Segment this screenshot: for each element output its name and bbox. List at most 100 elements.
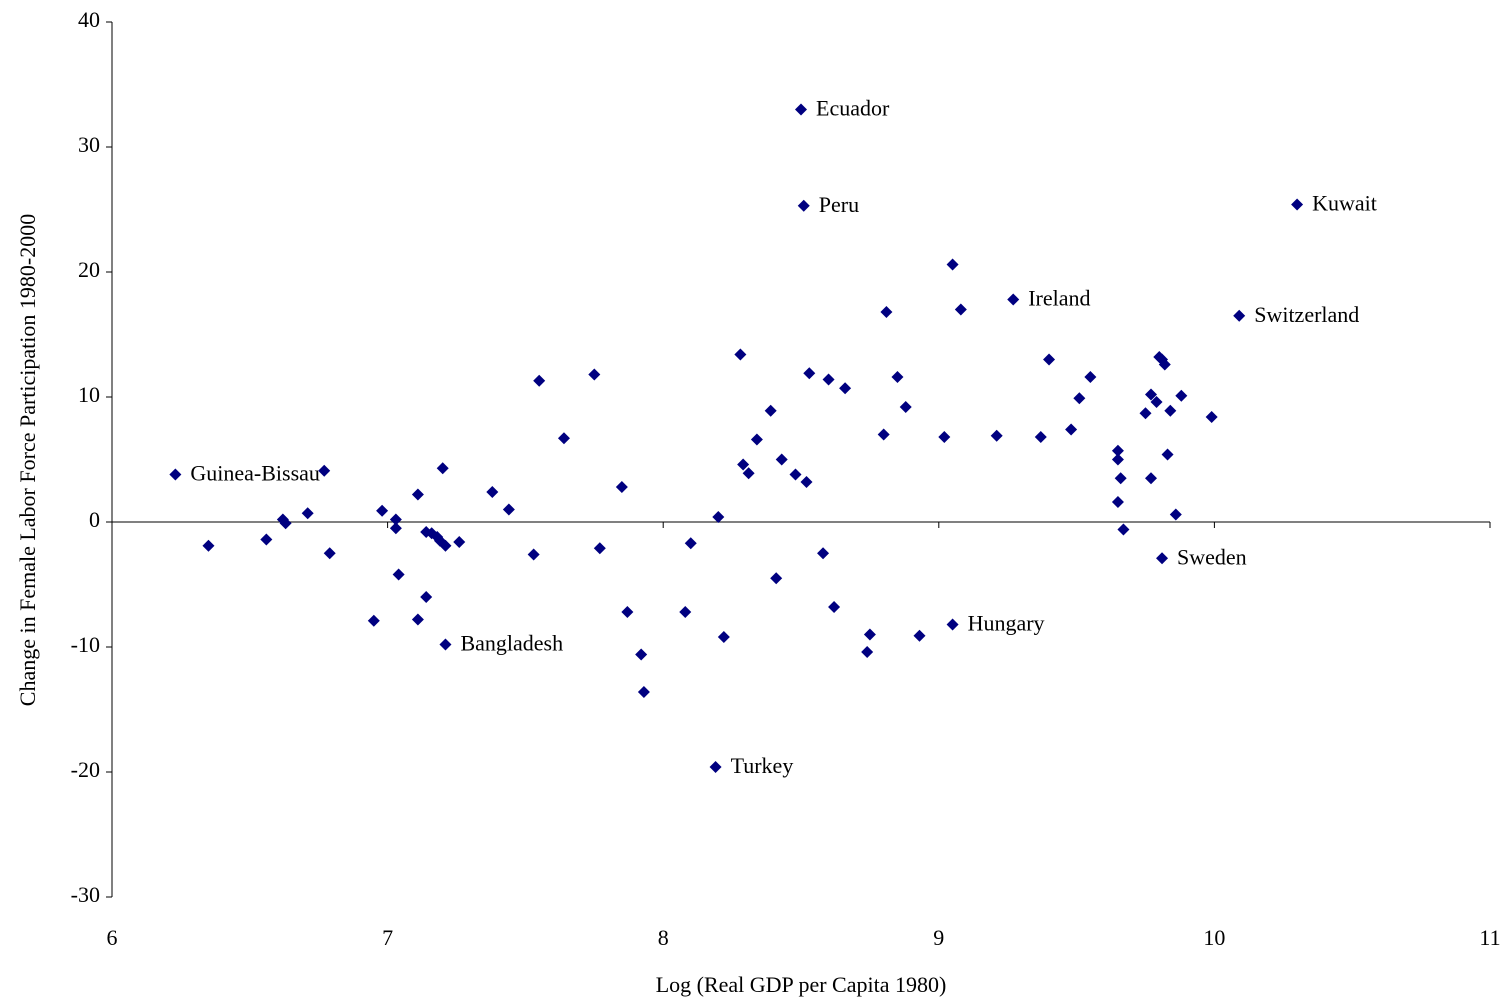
point-label: Ireland: [1028, 286, 1090, 311]
x-tick-label: 9: [933, 925, 944, 950]
point: [1145, 388, 1158, 401]
y-tick-label: 30: [78, 132, 100, 157]
point: [202, 539, 215, 552]
point: [453, 536, 466, 548]
point: [822, 373, 835, 386]
point: [737, 458, 750, 471]
point: [527, 548, 540, 561]
point: [420, 591, 433, 603]
y-tick-label: 20: [78, 257, 100, 282]
y-tick-label: -20: [71, 757, 100, 782]
point: [1291, 198, 1304, 211]
y-tick-label: 40: [78, 7, 100, 32]
point: [1169, 508, 1182, 521]
point: [795, 103, 807, 116]
point-label: Guinea-Bissau: [190, 461, 320, 486]
point: [1161, 448, 1174, 461]
point: [323, 547, 336, 560]
point-label: Turkey: [731, 753, 794, 778]
point: [1139, 407, 1152, 420]
point: [1145, 472, 1158, 485]
point: [593, 542, 606, 555]
point: [770, 572, 783, 585]
y-tick-label: 0: [89, 507, 100, 532]
x-tick-label: 10: [1203, 925, 1225, 950]
point: [797, 199, 810, 212]
point: [557, 432, 570, 445]
point: [717, 631, 730, 643]
point: [1158, 358, 1171, 371]
point: [899, 401, 912, 413]
point: [1114, 472, 1127, 485]
point-label: Sweden: [1177, 544, 1247, 569]
point: [1084, 371, 1097, 383]
point: [938, 431, 951, 443]
point: [621, 606, 634, 618]
point: [411, 488, 424, 501]
y-tick-label: 10: [78, 382, 100, 407]
point: [880, 306, 893, 318]
point: [1111, 444, 1124, 457]
point: [863, 628, 876, 641]
point: [260, 533, 273, 546]
point: [502, 503, 515, 516]
point: [1111, 453, 1124, 466]
point: [1007, 293, 1020, 306]
point: [877, 428, 890, 441]
point: [486, 486, 499, 498]
point: [392, 568, 405, 581]
point: [1117, 523, 1130, 536]
y-tick-label: -10: [71, 632, 100, 657]
point: [411, 613, 424, 626]
point: [615, 481, 628, 493]
point: [1164, 404, 1177, 417]
point: [635, 648, 648, 661]
point: [1150, 396, 1163, 408]
x-tick-label: 8: [658, 925, 669, 950]
point: [861, 646, 874, 658]
point: [891, 371, 904, 383]
point: [712, 511, 725, 523]
point: [439, 638, 452, 651]
point-label: Ecuador: [816, 96, 890, 121]
point: [734, 348, 747, 361]
point-label: Bangladesh: [460, 631, 563, 656]
point: [1111, 496, 1124, 508]
point: [764, 404, 777, 417]
point-label: Peru: [819, 192, 859, 217]
point: [954, 303, 967, 316]
point: [533, 374, 546, 387]
point: [637, 686, 650, 698]
point: [169, 468, 182, 481]
point: [1043, 353, 1056, 366]
point: [946, 618, 959, 631]
point: [389, 522, 402, 535]
point: [301, 507, 314, 520]
point: [828, 601, 841, 613]
x-tick-label: 6: [107, 925, 118, 950]
point-label: Hungary: [968, 611, 1045, 636]
x-axis-title: Log (Real GDP per Capita 1980): [656, 972, 947, 997]
point: [775, 453, 788, 466]
point: [990, 429, 1003, 442]
point: [367, 614, 380, 627]
point: [439, 539, 452, 552]
point: [684, 537, 697, 550]
point: [1156, 552, 1169, 565]
point: [279, 517, 292, 530]
point: [588, 368, 601, 381]
point-label: Kuwait: [1312, 191, 1377, 216]
point: [679, 606, 692, 618]
x-tick-label: 11: [1479, 925, 1500, 950]
point: [913, 629, 926, 642]
x-tick-label: 7: [382, 925, 393, 950]
y-tick-label: -30: [71, 882, 100, 907]
point: [789, 468, 802, 481]
point: [376, 504, 389, 517]
point: [1233, 309, 1246, 322]
point: [1175, 389, 1188, 402]
y-axis-title: Change in Female Labor Force Participati…: [15, 214, 40, 706]
point: [436, 462, 449, 475]
